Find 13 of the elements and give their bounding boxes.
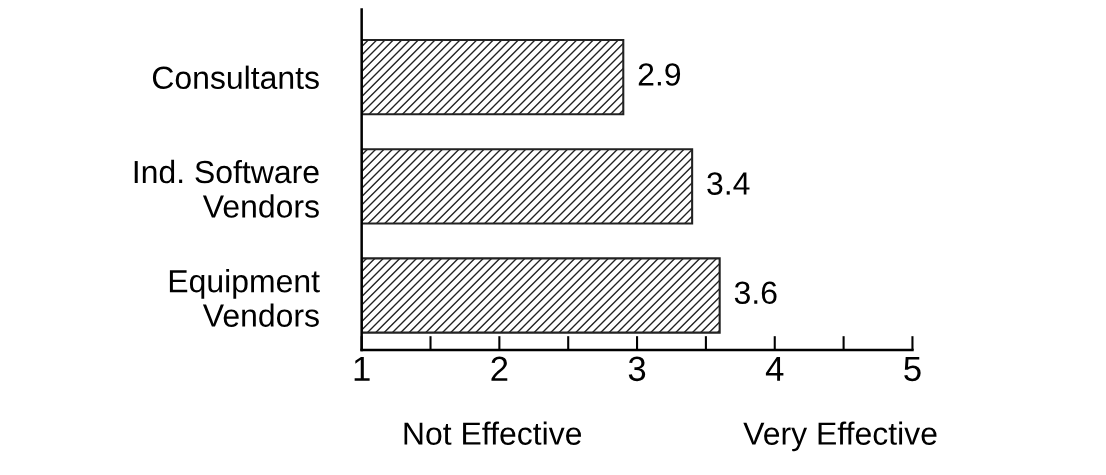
data-label: 3.4 [707,172,750,195]
y-tick-label: Ind. Software Vendors [134,159,319,218]
x-tick-label: 4 [765,356,784,381]
x-tick-label: 1 [354,356,370,381]
text: Not Effective [404,421,582,445]
data-label: 2.9 [638,63,681,86]
y-tick-label: Equipment Vendors [169,269,320,327]
text: Very Effective [743,421,937,452]
data-label: 3.6 [734,281,777,305]
x-tick-label: 3 [628,356,646,382]
x-tick-label: 2 [491,356,508,381]
x-tick-label: 5 [904,356,921,382]
y-tick-label: Consultants [152,65,319,90]
